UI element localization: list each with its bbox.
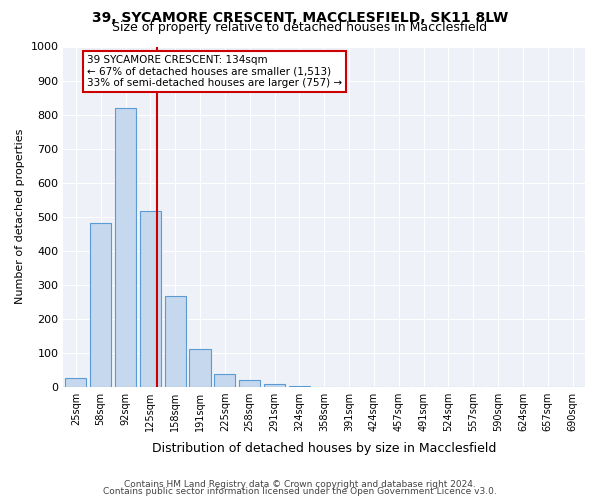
Bar [140,212,161,386]
Text: Contains public sector information licensed under the Open Government Licence v3: Contains public sector information licen… [103,487,497,496]
Bar [264,384,285,386]
Bar [239,380,260,386]
Text: 39, SYCAMORE CRESCENT, MACCLESFIELD, SK11 8LW: 39, SYCAMORE CRESCENT, MACCLESFIELD, SK1… [92,11,508,25]
Text: Contains HM Land Registry data © Crown copyright and database right 2024.: Contains HM Land Registry data © Crown c… [124,480,476,489]
X-axis label: Distribution of detached houses by size in Macclesfield: Distribution of detached houses by size … [152,442,496,455]
Text: Size of property relative to detached houses in Macclesfield: Size of property relative to detached ho… [112,22,488,35]
Text: 39 SYCAMORE CRESCENT: 134sqm
← 67% of detached houses are smaller (1,513)
33% of: 39 SYCAMORE CRESCENT: 134sqm ← 67% of de… [87,55,342,88]
Bar [115,108,136,386]
Y-axis label: Number of detached properties: Number of detached properties [15,129,25,304]
Bar [90,224,111,386]
Bar [164,296,186,386]
Bar [190,349,211,387]
Bar [65,378,86,386]
Bar [214,374,235,386]
